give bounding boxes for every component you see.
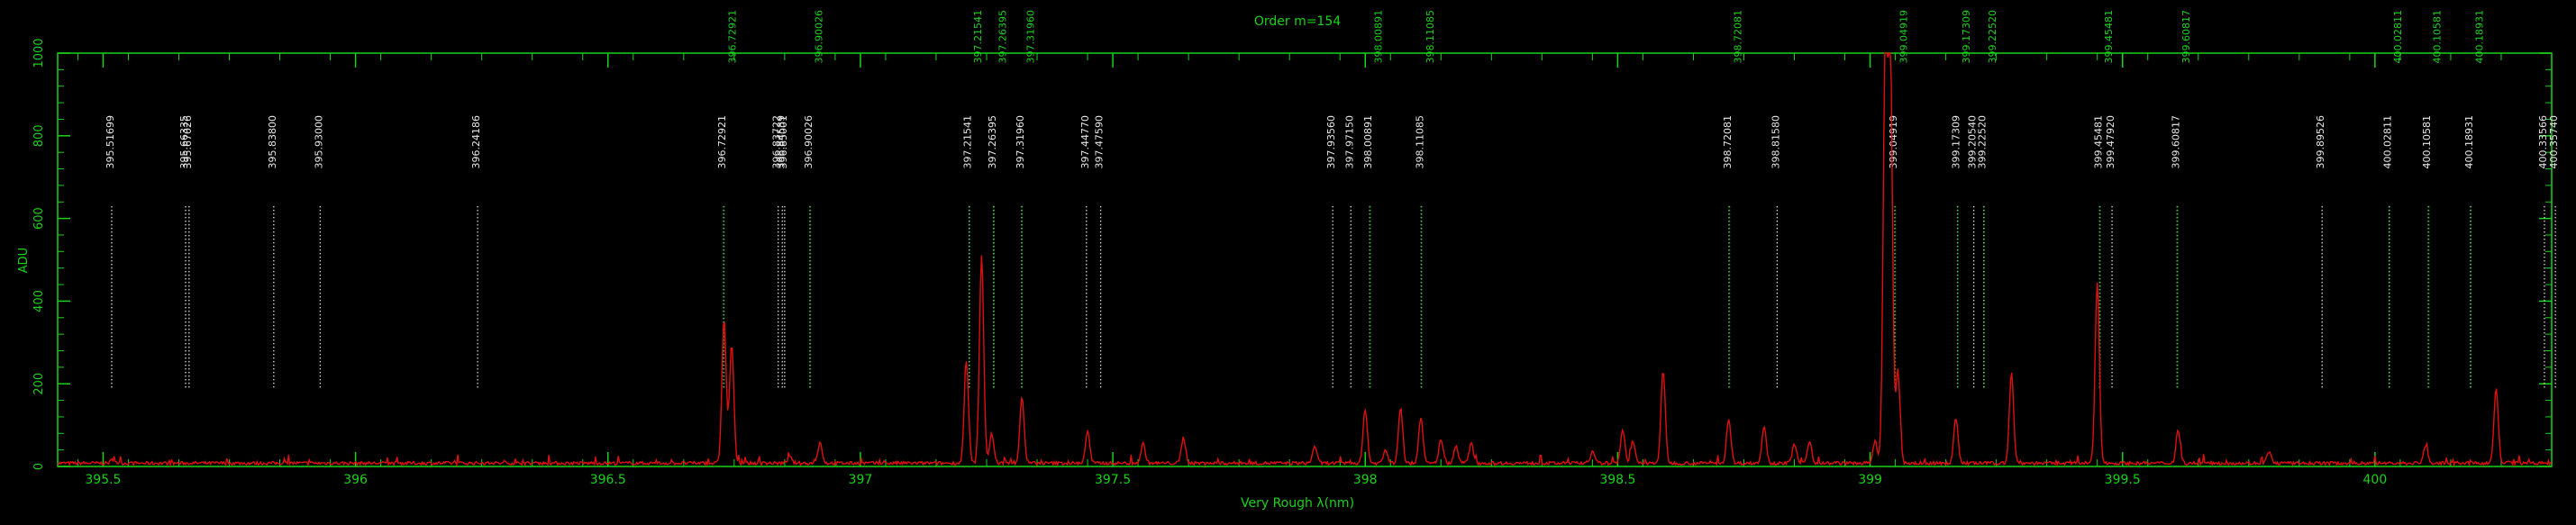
chart-title: Order m=154 <box>1254 14 1341 29</box>
line-marker-label: 396.84539 <box>775 115 787 169</box>
line-marker-label: 400.35740 <box>2548 115 2560 169</box>
x-tick-label: 400 <box>2363 473 2388 487</box>
line-marker-label: 396.90026 <box>814 10 825 64</box>
line-marker-label: 399.17309 <box>1961 10 1972 64</box>
line-marker-label: 397.93560 <box>1325 115 1337 169</box>
x-tick-label: 399 <box>1858 473 1882 487</box>
x-axis: 395.5 396 396.5 397 397.5 398 398.5 399 399.5 400 <box>77 53 2502 487</box>
y-axis: 0 200 400 600 800 1000 <box>32 38 2552 470</box>
line-marker-label: 400.18931 <box>2463 115 2475 169</box>
line-marker-label: 397.26395 <box>987 115 998 169</box>
line-marker-label: 400.10581 <box>2421 115 2433 169</box>
line-marker-label: 397.26395 <box>997 10 1008 64</box>
line-marker-label: 400.33566 <box>2537 115 2549 169</box>
line-marker-label: 399.22520 <box>1987 10 1998 64</box>
line-marker-label: 398.72081 <box>1733 10 1744 64</box>
x-axis-label: Very Rough λ(nm) <box>1241 496 1354 511</box>
line-marker-label: 397.31960 <box>1024 10 1036 64</box>
y-tick-label: 0 <box>32 463 46 470</box>
line-marker-label: 396.72921 <box>727 10 739 64</box>
line-marker-label: 399.89526 <box>2315 115 2326 169</box>
line-marker-label: 395.66335 <box>178 115 190 169</box>
spectrum-series <box>57 52 2553 467</box>
line-marker-label: 400.02811 <box>2392 10 2404 64</box>
line-marker-label: 400.02811 <box>2382 115 2394 169</box>
x-tick-label: 399.5 <box>2105 473 2141 487</box>
x-tick-label: 395.5 <box>85 473 121 487</box>
line-marker-label: 397.47590 <box>1094 115 1106 169</box>
x-tick-label: 398 <box>1353 473 1378 487</box>
line-marker-label: 397.31960 <box>1015 115 1026 169</box>
line-marker-label: 398.81580 <box>1770 115 1781 169</box>
line-marker-label: 399.47920 <box>2105 115 2116 169</box>
x-tick-label: 397 <box>849 473 873 487</box>
x-tick-label: 397.5 <box>1095 473 1131 487</box>
line-marker-label: 396.85001 <box>778 115 789 169</box>
line-marker-label: 397.21541 <box>972 10 984 64</box>
line-marker-label: 398.11085 <box>1414 115 1425 169</box>
line-marker-label: 398.00891 <box>1373 10 1385 64</box>
line-marker-label: 396.24186 <box>470 115 482 169</box>
line-marker-label: 398.72081 <box>1722 115 1734 169</box>
line-marker-label: 395.67026 <box>182 115 194 169</box>
x-tick-label: 398.5 <box>1599 473 1635 487</box>
y-axis-label: ADU <box>17 248 31 273</box>
y-tick-label: 800 <box>32 124 46 147</box>
y-tick-label: 1000 <box>32 38 46 68</box>
line-marker-label: 396.72921 <box>716 115 728 169</box>
line-marker-label: 397.44770 <box>1079 115 1091 169</box>
line-marker-label: 398.11085 <box>1425 10 1436 64</box>
line-marker-label: 397.97150 <box>1343 115 1355 169</box>
x-tick-label: 396.5 <box>590 473 626 487</box>
line-marker-label: 399.22520 <box>1977 115 1989 169</box>
line-marker-label: 400.18931 <box>2473 10 2485 64</box>
line-marker-label: 399.17309 <box>1951 115 1962 169</box>
line-marker-label: 399.20540 <box>1967 115 1979 169</box>
spectrum-layer <box>57 52 2553 467</box>
line-marker-label: 395.51699 <box>105 115 116 169</box>
line-marker-label: 399.04919 <box>1898 10 1910 64</box>
line-marker-label: 399.45481 <box>2103 10 2115 64</box>
line-marker-label: 398.00891 <box>1362 115 1374 169</box>
x-tick-label: 396 <box>343 473 368 487</box>
y-tick-label: 400 <box>32 290 46 312</box>
line-marker-label: 396.90026 <box>803 115 815 169</box>
line-marker-label: 399.04919 <box>1888 115 1899 169</box>
line-marker-label: 396.83722 <box>771 115 783 169</box>
y-tick-label: 200 <box>32 373 46 395</box>
line-marker-label: 395.83800 <box>267 115 278 169</box>
plot-frame <box>57 52 2553 467</box>
line-marker-label: 397.21541 <box>962 115 974 169</box>
line-marker-label: 395.93000 <box>313 115 324 169</box>
line-marker-label: 399.60817 <box>2180 10 2192 64</box>
line-marker-label: 399.60817 <box>2170 115 2181 169</box>
line-marker-label: 400.10581 <box>2432 10 2444 64</box>
y-tick-label: 600 <box>32 207 46 230</box>
line-marker-label: 399.45481 <box>2092 115 2104 169</box>
